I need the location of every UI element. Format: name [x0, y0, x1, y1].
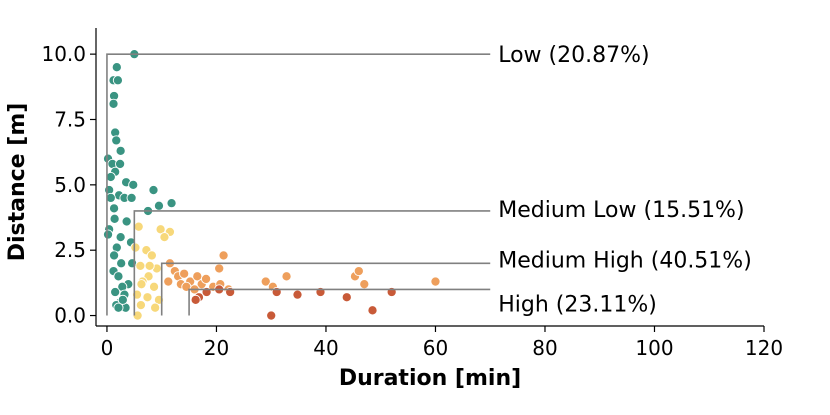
scatter-point: [260, 276, 271, 287]
threshold-label: Medium Low (15.51%): [498, 198, 744, 223]
scatter-point: [113, 271, 124, 282]
threshold-label: Medium High (40.51%): [498, 248, 752, 273]
scatter-point: [115, 145, 126, 156]
x-tick-label: 0: [101, 336, 114, 360]
y-axis-title: Distance [m]: [5, 103, 30, 262]
scatter-point: [116, 258, 127, 269]
x-axis-title: Duration [min]: [339, 366, 521, 391]
scatter-point: [148, 185, 159, 196]
scatter-point: [132, 310, 143, 321]
scatter-point: [130, 242, 141, 253]
scatter-point: [115, 232, 126, 243]
scatter-point: [159, 232, 170, 243]
scatter-point: [115, 158, 126, 169]
x-tick-label: 100: [635, 336, 673, 360]
scatter-point: [148, 281, 160, 292]
scatter-point: [113, 302, 124, 313]
x-tick-label: 40: [313, 336, 338, 360]
scatter-point: [367, 305, 378, 316]
y-tick-label: 10.0: [41, 42, 86, 66]
points-layer: [102, 49, 441, 321]
x-tick-label: 60: [423, 336, 448, 360]
scatter-point: [430, 276, 441, 287]
scatter-point: [133, 221, 144, 232]
scatter-point: [108, 98, 119, 109]
scatter-point: [135, 300, 146, 311]
x-tick-label: 80: [532, 336, 557, 360]
scatter-point: [110, 286, 121, 298]
scatter-point: [150, 302, 161, 313]
x-tick-label: 20: [204, 336, 229, 360]
scatter-point: [292, 289, 303, 300]
scatter-point: [109, 213, 120, 224]
scatter-point: [112, 75, 123, 86]
x-tick-label: 120: [745, 336, 783, 360]
axes-layer: 0 20 40 60 80 100 120 0.0 2.5 5.0 7.5 10.0: [41, 28, 783, 360]
scatter-point: [266, 310, 277, 321]
scatter-point: [111, 135, 122, 146]
y-tick-label: 5.0: [54, 173, 86, 197]
scatter-point: [109, 203, 120, 214]
scatter-point: [163, 276, 174, 287]
threshold-line: [133, 210, 491, 316]
scatter-point: [166, 198, 177, 209]
scatter-point: [218, 250, 229, 261]
scatter-point: [111, 62, 122, 73]
scatter-point: [102, 229, 114, 240]
scatter-point: [136, 279, 147, 290]
scatter-point: [144, 260, 155, 271]
scatter-point: [179, 268, 190, 279]
y-tick-label: 0.0: [54, 304, 86, 328]
threshold-layer: Low (20.87%) Medium Low (15.51%) Medium Hi…: [106, 43, 752, 317]
scatter-point: [341, 292, 352, 303]
scatter-point: [281, 271, 292, 282]
scatter-point: [126, 192, 137, 203]
scatter-point: [109, 250, 120, 261]
threshold-line: [106, 53, 491, 316]
scatter-point: [146, 250, 157, 261]
scatter-point: [359, 279, 370, 290]
scatter-point: [190, 294, 201, 305]
threshold-label: Low (20.87%): [498, 43, 649, 68]
scatter-point: [128, 179, 139, 190]
scatter-point: [135, 260, 146, 271]
threshold-label: High (23.11%): [498, 292, 657, 317]
y-tick-label: 7.5: [54, 107, 86, 131]
scatter-point: [121, 216, 132, 227]
scatter-point: [201, 273, 212, 284]
scatter-point: [142, 292, 153, 303]
threshold-line: [188, 288, 491, 316]
scatter-point: [214, 263, 225, 274]
threshold-line: [160, 262, 491, 316]
scatter-point: [153, 200, 165, 211]
scatter-point: [117, 294, 128, 305]
scatter-point: [353, 266, 364, 277]
y-tick-label: 2.5: [54, 238, 86, 262]
